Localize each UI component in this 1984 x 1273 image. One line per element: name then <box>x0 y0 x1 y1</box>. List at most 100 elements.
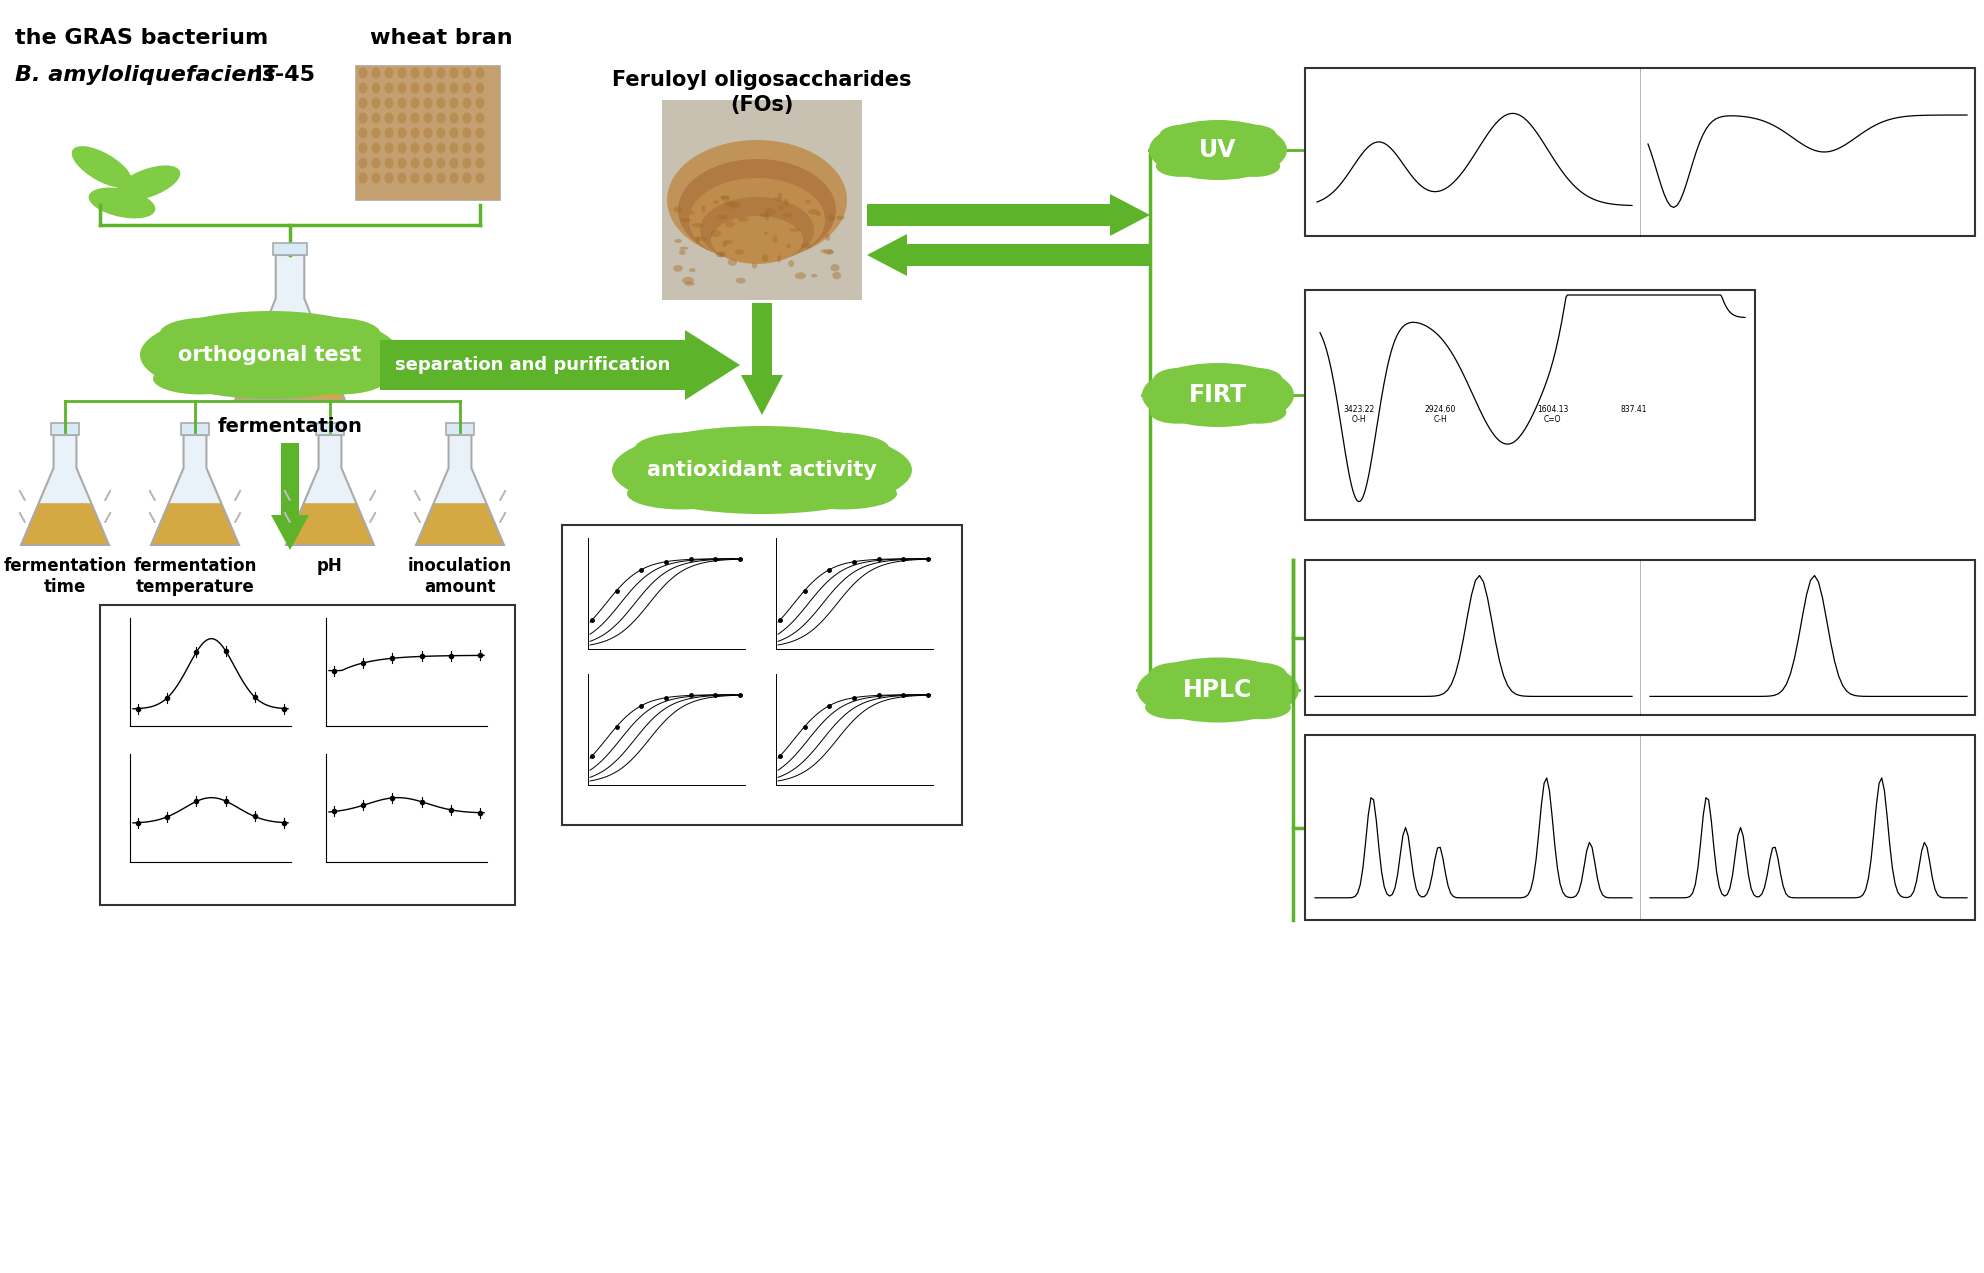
Bar <box>99 605 516 905</box>
Ellipse shape <box>688 269 696 272</box>
Ellipse shape <box>710 230 720 237</box>
Bar <box>181 423 210 435</box>
Ellipse shape <box>423 83 433 93</box>
Ellipse shape <box>1149 401 1204 424</box>
Bar <box>1305 560 1974 715</box>
Ellipse shape <box>700 197 813 264</box>
Text: separation and purification: separation and purification <box>395 356 671 374</box>
Ellipse shape <box>696 237 708 241</box>
Ellipse shape <box>371 143 381 154</box>
Ellipse shape <box>716 252 726 257</box>
Ellipse shape <box>153 363 246 395</box>
Polygon shape <box>286 503 375 545</box>
Ellipse shape <box>423 98 433 108</box>
Ellipse shape <box>359 143 367 154</box>
Ellipse shape <box>720 195 730 199</box>
Ellipse shape <box>141 311 401 398</box>
Ellipse shape <box>450 127 458 139</box>
Ellipse shape <box>774 197 782 201</box>
Ellipse shape <box>807 209 819 215</box>
Bar <box>1305 290 1756 519</box>
Ellipse shape <box>359 173 367 183</box>
Ellipse shape <box>802 243 811 248</box>
Polygon shape <box>234 339 345 400</box>
Ellipse shape <box>436 98 446 108</box>
Ellipse shape <box>833 271 841 279</box>
Ellipse shape <box>371 67 381 79</box>
Ellipse shape <box>476 98 484 108</box>
Ellipse shape <box>359 158 367 168</box>
Text: 1604.13
C=O: 1604.13 C=O <box>1538 405 1567 424</box>
Text: pH: pH <box>317 558 343 575</box>
Ellipse shape <box>359 112 367 123</box>
Ellipse shape <box>710 216 804 264</box>
Ellipse shape <box>423 158 433 168</box>
Polygon shape <box>22 503 109 545</box>
Ellipse shape <box>411 173 419 183</box>
Ellipse shape <box>385 67 393 79</box>
Ellipse shape <box>462 143 472 154</box>
Ellipse shape <box>462 158 472 168</box>
Ellipse shape <box>1226 125 1276 146</box>
Ellipse shape <box>411 112 419 123</box>
Ellipse shape <box>411 143 419 154</box>
Ellipse shape <box>476 158 484 168</box>
Ellipse shape <box>736 278 746 284</box>
Text: HPLC: HPLC <box>1182 679 1252 701</box>
Ellipse shape <box>462 83 472 93</box>
Ellipse shape <box>825 234 831 241</box>
Ellipse shape <box>1137 657 1300 723</box>
Ellipse shape <box>811 274 817 278</box>
Text: 837.41: 837.41 <box>1621 405 1647 424</box>
Ellipse shape <box>772 236 778 243</box>
Ellipse shape <box>760 214 768 218</box>
Ellipse shape <box>778 192 782 199</box>
Ellipse shape <box>1230 155 1280 177</box>
Ellipse shape <box>423 127 433 139</box>
Ellipse shape <box>673 265 682 271</box>
Ellipse shape <box>385 173 393 183</box>
Ellipse shape <box>385 158 393 168</box>
Ellipse shape <box>679 159 835 261</box>
Text: inoculation
amount: inoculation amount <box>409 558 512 596</box>
Text: (FOs): (FOs) <box>730 95 794 115</box>
Ellipse shape <box>411 67 419 79</box>
Ellipse shape <box>476 83 484 93</box>
Ellipse shape <box>675 239 682 243</box>
Ellipse shape <box>821 250 827 253</box>
Ellipse shape <box>450 67 458 79</box>
Ellipse shape <box>436 112 446 123</box>
Ellipse shape <box>462 98 472 108</box>
Ellipse shape <box>450 158 458 168</box>
Ellipse shape <box>397 83 407 93</box>
Ellipse shape <box>611 426 913 514</box>
Ellipse shape <box>115 165 181 201</box>
Ellipse shape <box>411 158 419 168</box>
Text: fermentation
temperature: fermentation temperature <box>133 558 256 596</box>
Ellipse shape <box>411 98 419 108</box>
Ellipse shape <box>1232 401 1286 424</box>
Ellipse shape <box>450 112 458 123</box>
Ellipse shape <box>1149 662 1208 686</box>
Ellipse shape <box>1159 125 1208 146</box>
Ellipse shape <box>778 205 784 210</box>
Ellipse shape <box>436 67 446 79</box>
Ellipse shape <box>784 213 794 218</box>
Text: 3423.22
O-H: 3423.22 O-H <box>1343 405 1375 424</box>
Ellipse shape <box>371 158 381 168</box>
Ellipse shape <box>359 83 367 93</box>
Ellipse shape <box>71 146 133 188</box>
Ellipse shape <box>476 67 484 79</box>
Polygon shape <box>417 435 504 545</box>
Bar <box>446 423 474 435</box>
Text: IT-45: IT-45 <box>246 65 315 85</box>
Ellipse shape <box>476 112 484 123</box>
Bar <box>355 65 500 200</box>
Ellipse shape <box>679 250 686 255</box>
Ellipse shape <box>806 200 811 204</box>
Ellipse shape <box>450 98 458 108</box>
Ellipse shape <box>359 98 367 108</box>
Ellipse shape <box>786 243 792 248</box>
Ellipse shape <box>385 98 393 108</box>
Ellipse shape <box>1153 368 1208 391</box>
